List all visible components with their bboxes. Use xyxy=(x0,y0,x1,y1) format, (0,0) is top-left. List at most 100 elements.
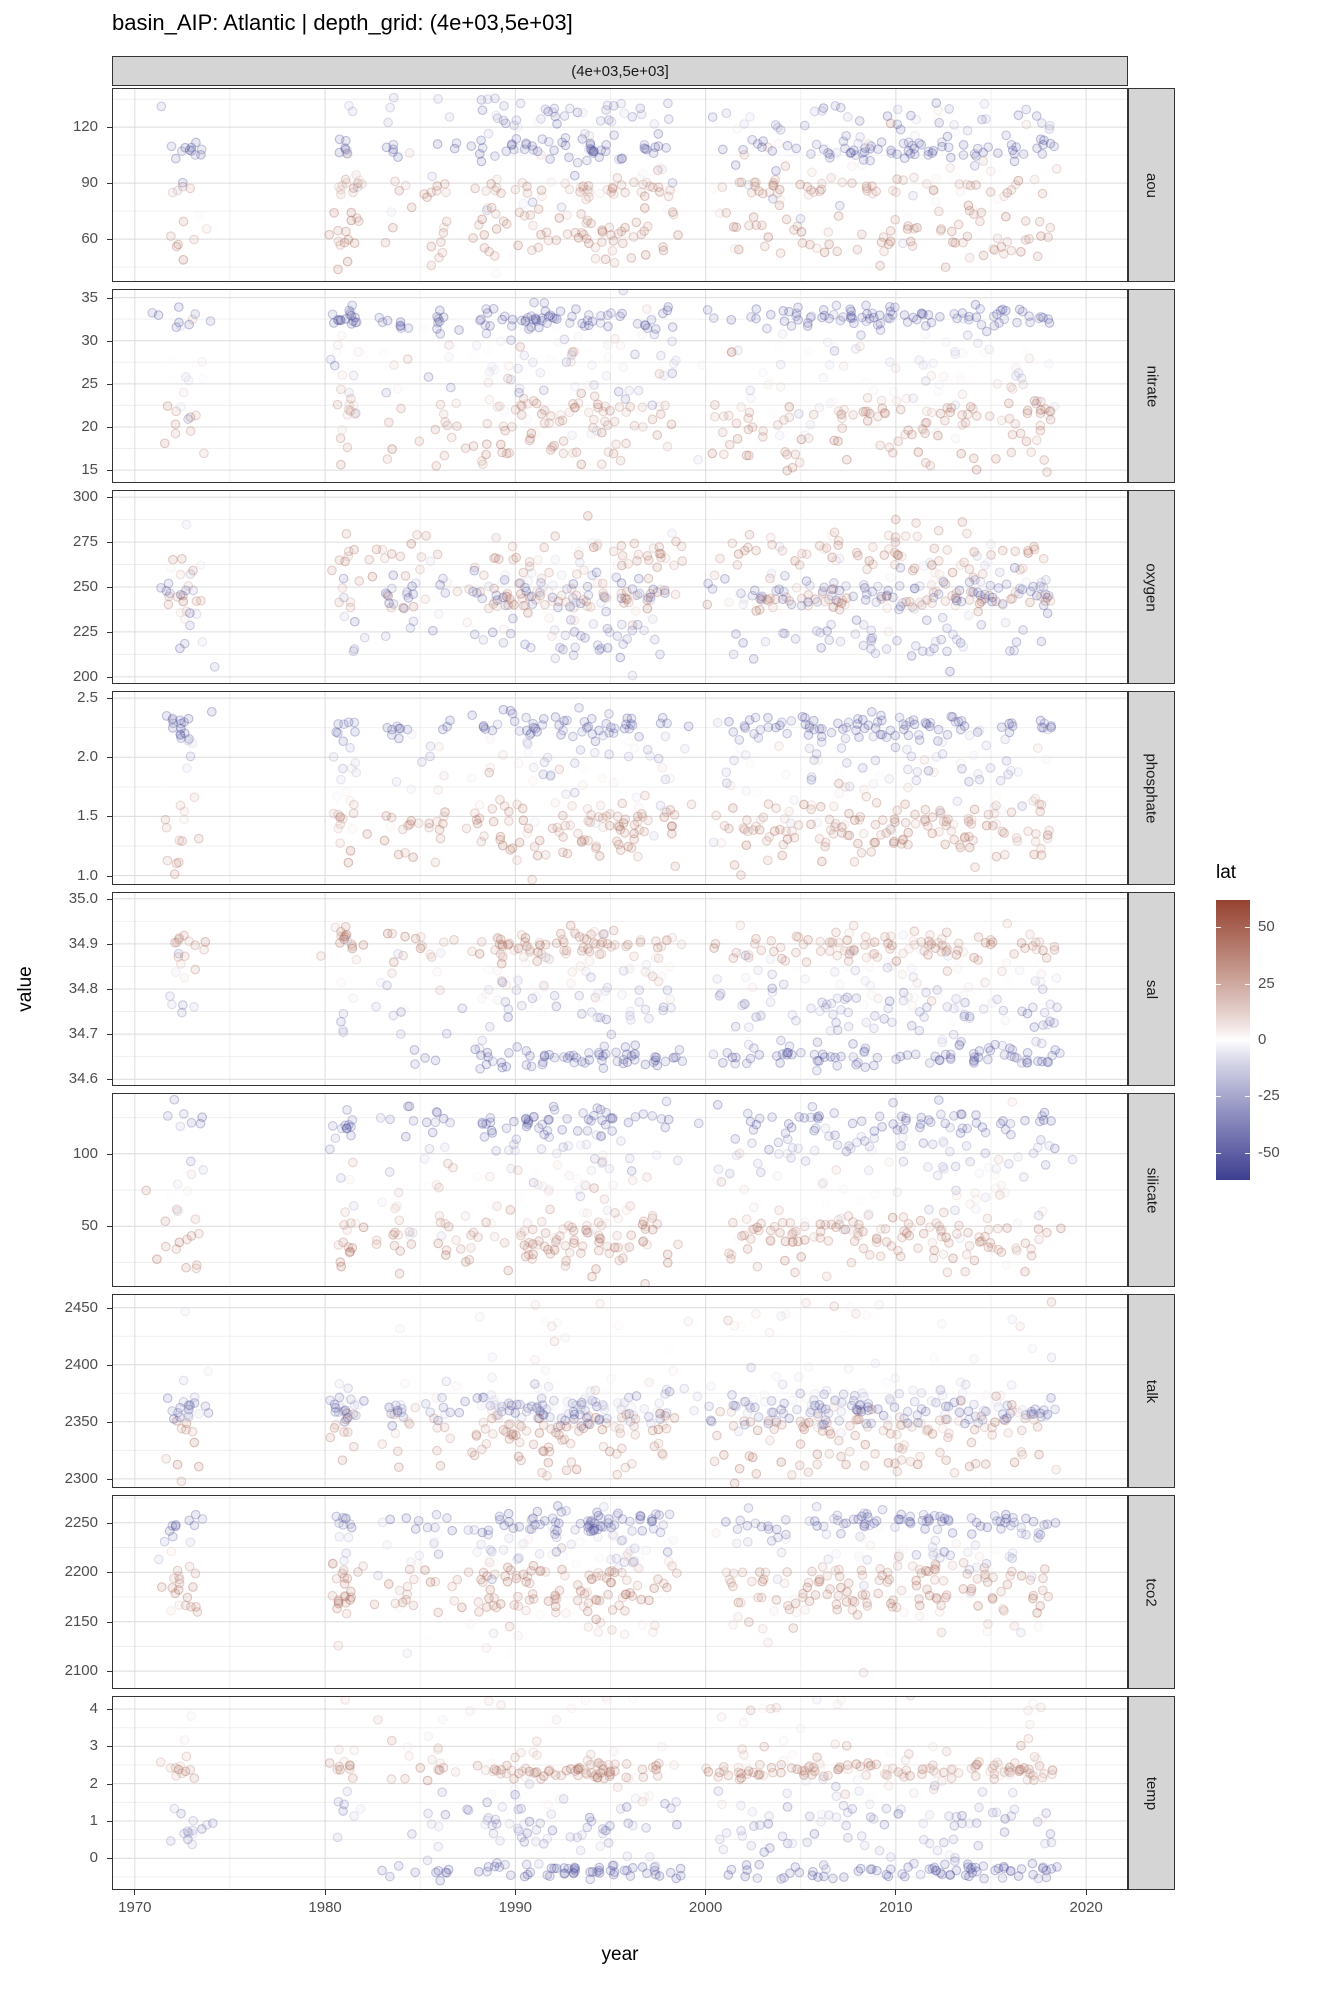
data-point xyxy=(829,173,840,184)
facet-strip-top-label: (4e+03,5e+03] xyxy=(571,62,669,80)
data-point xyxy=(543,106,553,117)
data-point xyxy=(625,1516,635,1527)
data-point xyxy=(898,987,909,998)
data-point xyxy=(991,1391,1001,1402)
data-point xyxy=(551,314,562,324)
data-point xyxy=(642,744,653,755)
data-point xyxy=(407,1227,418,1238)
data-point xyxy=(859,999,869,1010)
data-point xyxy=(584,187,595,197)
data-point xyxy=(940,415,950,426)
data-point xyxy=(969,589,980,599)
data-point xyxy=(1031,590,1042,601)
data-point xyxy=(833,1590,844,1601)
data-point xyxy=(824,1131,834,1141)
data-point xyxy=(771,1051,782,1061)
data-point xyxy=(774,341,784,352)
data-point xyxy=(997,545,1008,556)
data-point xyxy=(179,638,190,649)
data-point xyxy=(514,1419,525,1430)
data-point xyxy=(522,181,532,192)
data-point xyxy=(564,184,575,195)
data-point xyxy=(187,314,198,325)
data-point xyxy=(481,304,491,314)
data-point xyxy=(606,941,617,952)
data-point xyxy=(959,1009,970,1020)
data-point xyxy=(471,1429,482,1440)
data-point xyxy=(595,991,606,1002)
data-point xyxy=(528,315,538,325)
data-point xyxy=(712,717,723,728)
data-point xyxy=(547,442,558,453)
data-point xyxy=(969,1058,979,1068)
data-point xyxy=(749,1202,759,1213)
data-point xyxy=(631,792,642,803)
data-point xyxy=(803,597,813,607)
data-point xyxy=(604,749,614,760)
data-point xyxy=(925,460,936,471)
data-point xyxy=(907,140,918,151)
data-point xyxy=(471,1431,482,1441)
data-point xyxy=(579,834,590,845)
data-point xyxy=(779,813,790,824)
data-point xyxy=(510,1145,520,1156)
data-point xyxy=(987,998,997,1009)
data-point xyxy=(592,1103,603,1113)
data-point xyxy=(541,1404,552,1415)
data-point xyxy=(743,542,753,553)
data-point xyxy=(341,178,352,188)
data-point xyxy=(805,1407,815,1418)
data-point xyxy=(976,1236,987,1246)
facet-strip-top: (4e+03,5e+03] xyxy=(112,56,1128,86)
data-point xyxy=(926,407,937,418)
data-point xyxy=(600,1119,611,1130)
data-point xyxy=(707,448,718,459)
data-point xyxy=(958,642,969,652)
data-point xyxy=(425,1577,436,1587)
data-point xyxy=(830,1052,840,1063)
data-point xyxy=(434,252,444,263)
data-point xyxy=(1030,976,1041,986)
data-point xyxy=(163,599,174,610)
data-point xyxy=(992,994,1002,1005)
data-point xyxy=(811,1065,822,1076)
y-tick-label: 2450 xyxy=(64,1298,98,1316)
data-point xyxy=(549,313,560,324)
data-point xyxy=(742,815,752,825)
data-point xyxy=(743,413,754,424)
data-point xyxy=(177,553,187,564)
data-point xyxy=(998,1116,1008,1126)
data-point xyxy=(962,231,973,242)
data-point xyxy=(945,152,956,163)
data-point xyxy=(590,843,601,853)
data-point xyxy=(173,239,183,250)
data-point xyxy=(530,1300,541,1310)
data-point xyxy=(425,556,436,566)
data-point xyxy=(583,380,594,391)
data-point xyxy=(485,1400,496,1411)
data-point xyxy=(632,555,642,566)
data-point xyxy=(490,151,500,161)
data-point xyxy=(597,1115,607,1126)
data-point xyxy=(817,312,827,323)
data-point xyxy=(639,203,650,213)
data-point xyxy=(342,1412,353,1423)
data-point xyxy=(168,1414,179,1424)
data-point xyxy=(869,1133,880,1144)
data-point xyxy=(483,377,494,388)
data-point xyxy=(809,106,820,117)
data-point xyxy=(987,1592,998,1603)
data-point xyxy=(955,1233,965,1244)
data-point xyxy=(877,715,887,726)
data-point xyxy=(730,1058,741,1069)
data-point xyxy=(671,1568,682,1579)
data-point xyxy=(945,666,955,677)
data-point xyxy=(578,1207,589,1218)
data-point xyxy=(623,597,634,608)
data-point xyxy=(927,1237,938,1248)
data-point xyxy=(942,1267,953,1278)
data-point xyxy=(820,1002,831,1013)
data-point xyxy=(528,1439,539,1450)
data-point xyxy=(901,1143,912,1154)
data-point xyxy=(918,309,928,320)
